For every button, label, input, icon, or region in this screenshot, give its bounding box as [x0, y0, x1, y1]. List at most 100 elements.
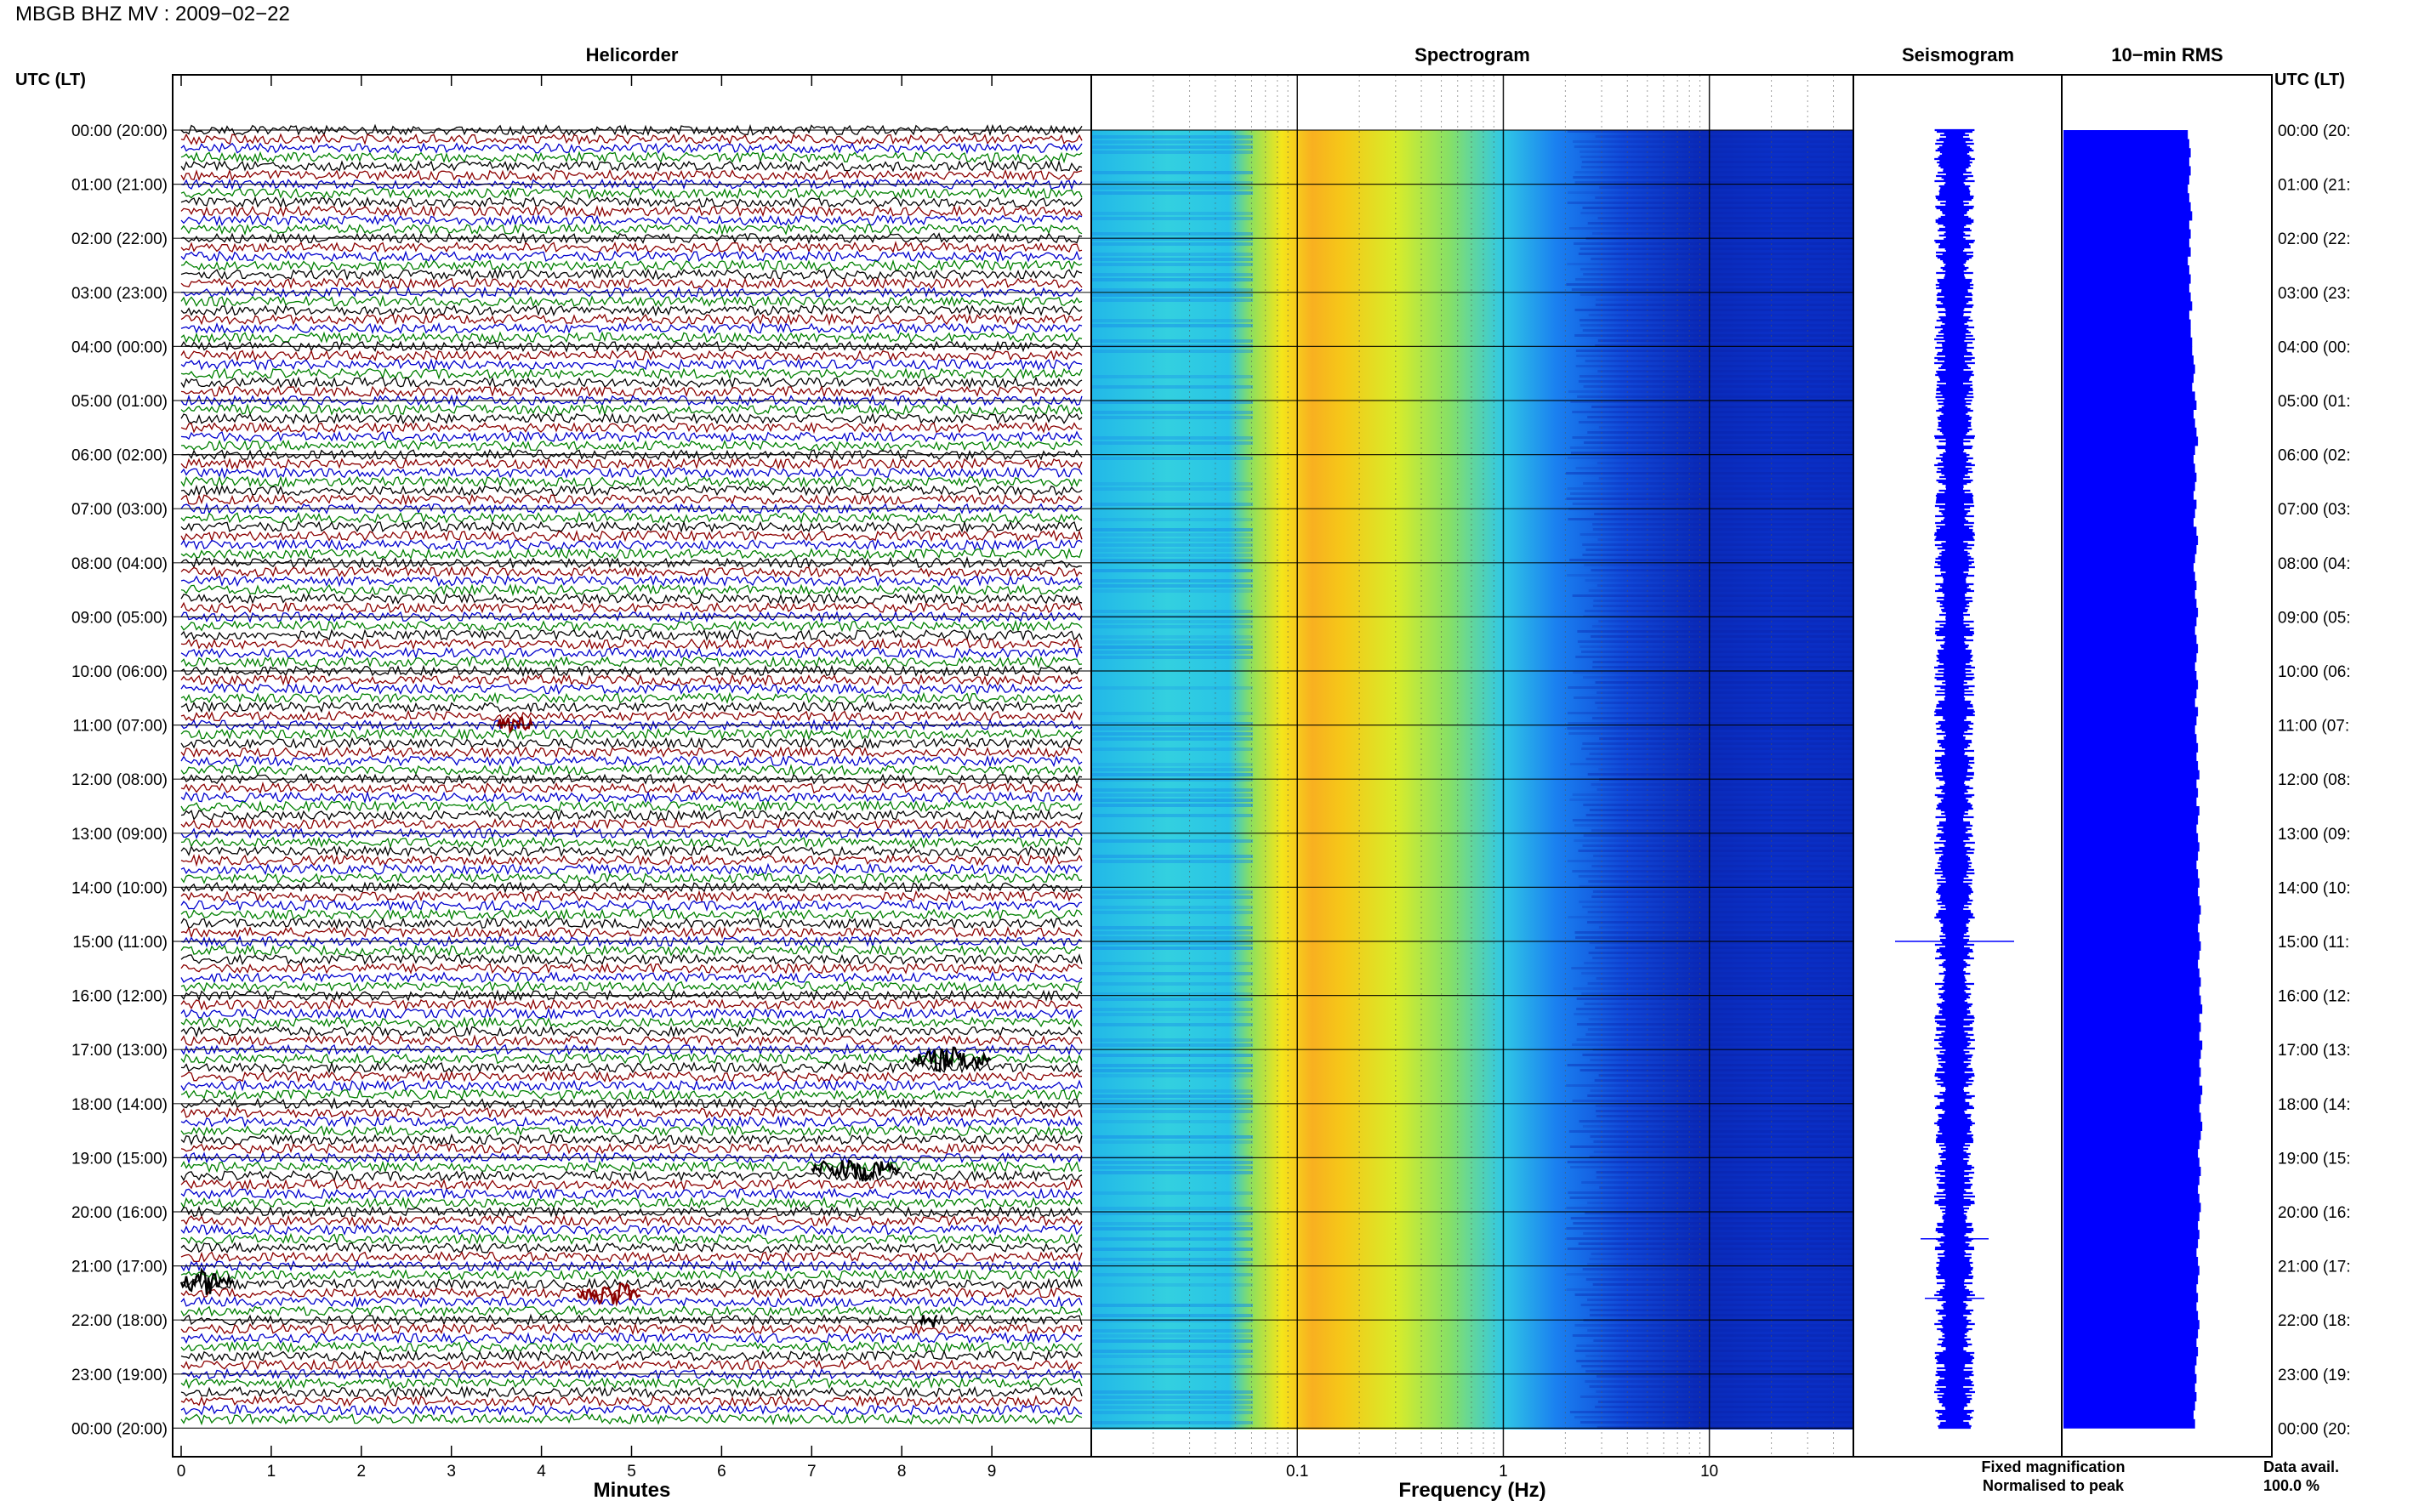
- spectrogram-row-band: [1091, 1421, 1253, 1424]
- helicorder-event: [909, 1046, 992, 1073]
- helicorder-trace: [180, 1403, 1083, 1417]
- rms-bar: [2063, 229, 2191, 239]
- helicorder-trace: [180, 727, 1083, 741]
- spectrogram-row-band: [1589, 1385, 1896, 1388]
- spectrogram-row-band: [1578, 421, 1885, 423]
- spectrogram-row-band: [1569, 559, 1876, 561]
- spectrogram-row-band: [1575, 278, 1882, 281]
- spectrogram-row-band: [1574, 1324, 1881, 1327]
- spectrogram-row-band: [1596, 1375, 1903, 1378]
- spectrogram-row-band: [1576, 1008, 1883, 1010]
- spectrogram-row-band: [1574, 145, 1881, 148]
- helicorder-event: [811, 1159, 901, 1182]
- rms-bar: [2063, 1085, 2203, 1095]
- time-tick-label: 16:00 (12:00): [71, 988, 168, 1006]
- rms-bar: [2063, 725, 2195, 735]
- helicorder-trace: [180, 358, 1083, 372]
- rms-bar: [2063, 1022, 2201, 1032]
- spectrogram-row-band: [1091, 151, 1253, 154]
- rms-panel-title: 10−min RMS: [2111, 44, 2223, 65]
- spectrogram-row-band: [1582, 844, 1889, 847]
- spectrogram-row-band: [1580, 212, 1887, 214]
- seismogram-band: [1934, 128, 1975, 1430]
- time-tick-label: 14:00 (10:: [2278, 879, 2351, 897]
- rms-bar: [2063, 842, 2200, 852]
- spectrogram-row-band: [1091, 385, 1253, 389]
- helicorder-trace: [180, 1079, 1083, 1092]
- spectrogram-row-band: [1091, 145, 1253, 149]
- seismogram-plot: [1853, 74, 2063, 1458]
- spectrogram-row-band: [1591, 865, 1898, 867]
- spectrogram-row-band: [1091, 298, 1253, 302]
- spectrogram-row-band: [1091, 962, 1253, 965]
- spectrogram-row-band: [1587, 773, 1894, 776]
- rms-bar: [2063, 617, 2197, 627]
- time-tick-label: 22:00 (18:: [2278, 1312, 2351, 1330]
- spectrogram-row-band: [1595, 702, 1902, 704]
- spectrogram-row-band: [1583, 804, 1890, 806]
- helicorder-trace: [180, 872, 1083, 885]
- spectrogram-row-band: [1576, 355, 1883, 357]
- spectrogram-row-band: [1091, 1314, 1253, 1317]
- spectrogram-row-band: [1596, 1115, 1903, 1117]
- spectrogram-row-band: [1091, 528, 1253, 531]
- spectrogram-row-band: [1579, 247, 1887, 250]
- time-tick-label: 17:00 (13:00): [71, 1042, 168, 1060]
- spectrogram-row-band: [1091, 998, 1253, 1001]
- rms-bar: [2063, 1338, 2197, 1348]
- helicorder-trace: [180, 1332, 1083, 1344]
- helicorder-trace: [180, 1016, 1083, 1029]
- rms-bar: [2063, 896, 2200, 906]
- rms-bar: [2063, 968, 2200, 978]
- spectrogram-row-band: [1091, 768, 1253, 771]
- rms-bar: [2063, 986, 2200, 996]
- time-tick-label: 02:00 (22:00): [71, 230, 168, 248]
- spectrogram-row-band: [1091, 778, 1253, 782]
- spectrogram-row-band: [1585, 758, 1893, 760]
- spectrogram-row-band: [1571, 288, 1878, 291]
- helicorder-trace: [180, 1322, 1083, 1336]
- spectrogram-row-band: [1091, 1013, 1253, 1016]
- spectrogram-row-band: [1572, 1334, 1879, 1337]
- helicorder-trace: [180, 502, 1083, 515]
- spectrogram-row-band: [1091, 273, 1253, 276]
- rms-bar: [2063, 175, 2189, 185]
- spectrogram-row-band: [1596, 1390, 1903, 1393]
- time-tick-label: 20:00 (16:: [2278, 1204, 2351, 1222]
- spectrogram-row-band: [1585, 1033, 1893, 1036]
- spectrogram-row-band: [1590, 1089, 1897, 1092]
- spectrogram-grid: 0.1 1 10: [1090, 75, 1854, 1481]
- helicorder-trace: [180, 213, 1083, 227]
- rms-bar: [2063, 1347, 2199, 1356]
- spectrogram-row-band: [1569, 1411, 1876, 1413]
- rms-bar: [2063, 1383, 2195, 1393]
- rms-bar: [2063, 427, 2197, 437]
- spectrogram-row-band: [1091, 793, 1253, 797]
- minute-tick-label: 0: [177, 1463, 186, 1481]
- spectrogram-row-band: [1587, 1028, 1894, 1031]
- spectrogram-row-band: [1588, 952, 1895, 954]
- spectrogram-row-band: [1575, 467, 1882, 469]
- helicorder-frame: [172, 74, 1092, 1458]
- helicorder-trace: [180, 475, 1083, 488]
- time-tick-label: 21:00 (17:00): [71, 1259, 168, 1276]
- spectrogram-row-band: [1598, 926, 1905, 929]
- spectrogram-row-band: [1570, 401, 1877, 403]
- spectrogram-row-band: [1581, 166, 1888, 168]
- spectrogram-row-band: [1574, 1293, 1881, 1296]
- helicorder-trace: [180, 448, 1083, 461]
- rms-bar: [2063, 1058, 2200, 1068]
- spectrogram-row-band: [1572, 503, 1879, 505]
- time-tick-label: 17:00 (13:: [2278, 1042, 2351, 1060]
- rms-bar: [2063, 554, 2195, 564]
- rms-bar: [2063, 1320, 2200, 1330]
- spectrogram-row-band: [1584, 962, 1891, 964]
- helicorder-trace: [180, 953, 1083, 966]
- spectrogram-row-band: [1587, 431, 1894, 434]
- rms-bar: [2063, 292, 2191, 302]
- time-tick-label: 11:00 (07:00): [72, 718, 168, 736]
- helicorder-trace: [180, 304, 1083, 317]
- helicorder-panel-title: Helicorder: [586, 44, 679, 65]
- rms-bar: [2063, 499, 2197, 509]
- helicorder-trace: [180, 457, 1083, 470]
